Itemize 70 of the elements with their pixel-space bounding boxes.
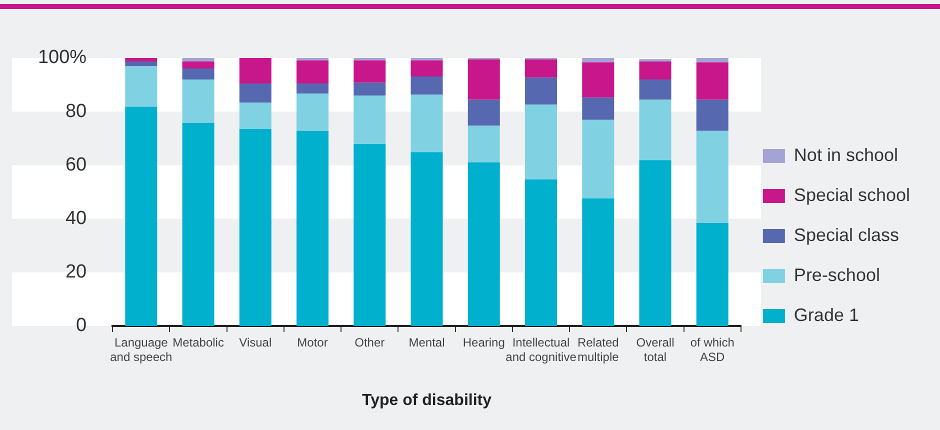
x-axis-title: Type of disability (362, 392, 492, 409)
bar (125, 106, 158, 326)
bar (639, 79, 672, 100)
bar (125, 61, 158, 66)
bar (696, 58, 728, 62)
bar (182, 122, 214, 326)
bar (296, 83, 329, 94)
bar (354, 82, 386, 96)
x-tick-label: Related multiple (577, 336, 620, 364)
bar (410, 94, 443, 152)
bar (410, 60, 443, 76)
bar (639, 100, 672, 160)
x-tick-label: Visual (239, 336, 272, 350)
bar (239, 102, 272, 130)
y-tick-label: 40 (65, 208, 87, 230)
bar (582, 120, 614, 198)
bar (239, 83, 272, 103)
bar (582, 98, 614, 120)
x-tick-label: Intellectual and cognitive (506, 336, 577, 364)
bar (296, 60, 329, 84)
bar (696, 100, 728, 131)
bar (582, 62, 614, 98)
bar (296, 130, 329, 326)
bar (182, 58, 214, 62)
bar (410, 152, 443, 326)
bar (239, 58, 272, 84)
legend-label: Grade 1 (794, 304, 859, 325)
bar (696, 222, 728, 326)
x-tick-label: Metabolic (172, 336, 224, 350)
bar (696, 62, 728, 100)
bar (410, 76, 443, 95)
bar (182, 68, 214, 80)
bar (525, 179, 557, 326)
x-tick-label: Overall total (636, 336, 674, 364)
bar (125, 58, 158, 62)
x-tick-label: Language and speech (110, 336, 172, 364)
y-tick-label: 0 (76, 315, 87, 336)
bar (468, 126, 500, 162)
bar (468, 59, 500, 100)
x-tick-label: of which ASD (690, 336, 734, 364)
legend-label: Not in school (794, 144, 898, 165)
bar (468, 100, 500, 126)
y-tick-label: 100% (38, 47, 87, 68)
legend-label: Pre-school (794, 264, 880, 285)
bar (125, 66, 158, 107)
bar (354, 96, 386, 144)
bar (468, 162, 500, 326)
bar (354, 60, 386, 83)
legend-label: Special school (794, 184, 910, 205)
legend-label: Special class (794, 224, 899, 245)
bar (639, 160, 672, 326)
bar (239, 129, 272, 326)
bar (639, 61, 672, 80)
bar (525, 104, 557, 180)
bar (525, 59, 557, 78)
x-tick-label: Hearing (462, 336, 505, 350)
bar (582, 198, 614, 326)
bar (182, 79, 214, 123)
y-tick-label: 80 (65, 100, 87, 122)
bar (182, 61, 214, 68)
bar (696, 130, 728, 223)
x-tick-label: Mental (408, 336, 445, 350)
bar (582, 58, 614, 62)
x-tick-label: Motor (297, 336, 328, 350)
y-tick-label: 60 (65, 154, 87, 176)
x-tick-label: Other (354, 336, 385, 350)
bar (354, 144, 386, 326)
bar (296, 94, 329, 131)
y-tick-label: 20 (65, 262, 87, 283)
bar (525, 78, 557, 105)
